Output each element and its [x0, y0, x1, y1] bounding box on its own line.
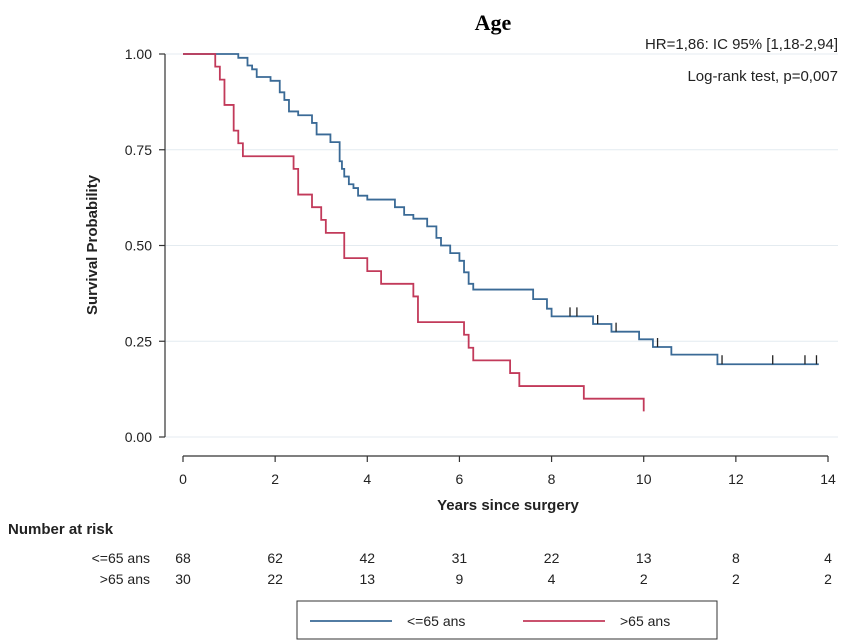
risk-table: <=65 ans 68 62 42 31 22 13 8 4>65 ans 30 22 13 9 4 2 2 2 [92, 550, 832, 587]
x-tick-label: 10 [636, 471, 652, 487]
risk-value: 68 [175, 550, 191, 566]
y-tick-label: 0.75 [125, 142, 152, 158]
x-tick-label: 14 [820, 471, 836, 487]
legend: <=65 ans >65 ans [296, 600, 718, 640]
legend-box [296, 600, 718, 640]
risk-value: 62 [267, 550, 283, 566]
y-tick-label: 1.00 [125, 46, 152, 62]
survival-curve-2 [183, 53, 645, 412]
y-tick-label: 0.25 [125, 333, 152, 349]
risk-value: 22 [267, 571, 283, 587]
risk-value: 2 [824, 571, 832, 587]
risk-value: 22 [544, 550, 560, 566]
x-axis-label: Years since surgery [437, 497, 579, 514]
y-axis-label: Survival Probability [84, 174, 101, 315]
risk-value: 4 [548, 571, 556, 587]
chart-title: Age [475, 10, 512, 35]
risk-value: 13 [636, 550, 652, 566]
y-tick-label: 0.50 [125, 238, 152, 254]
risk-value: 31 [452, 550, 468, 566]
risk-value: 9 [456, 571, 464, 587]
x-tick-label: 6 [456, 471, 464, 487]
x-axis: 0 2 4 6 8 10 12 14 [179, 455, 836, 487]
risk-value: 30 [175, 571, 191, 587]
risk-row-label: >65 ans [100, 571, 150, 587]
risk-table-title: Number at risk [8, 521, 114, 538]
legend-label-2: >65 ans [620, 613, 670, 629]
legend-label-1: <=65 ans [407, 613, 465, 629]
x-tick-label: 8 [548, 471, 556, 487]
risk-value: 4 [824, 550, 832, 566]
x-tick-label: 4 [363, 471, 371, 487]
risk-value: 2 [732, 571, 740, 587]
logrank-annotation: Log-rank test, p=0,007 [687, 68, 838, 85]
grid-lines [165, 53, 838, 438]
risk-value: 42 [359, 550, 375, 566]
risk-value: 2 [640, 571, 648, 587]
y-tick-label: 0.00 [125, 429, 152, 445]
x-tick-label: 0 [179, 471, 187, 487]
hr-annotation: HR=1,86: IC 95% [1,18-2,94] [645, 36, 838, 53]
survival-curve-1 [183, 53, 819, 366]
risk-value: 13 [359, 571, 375, 587]
x-tick-label: 2 [271, 471, 279, 487]
y-axis: 0.00 0.25 0.50 0.75 1.00 [125, 46, 166, 445]
risk-row-label: <=65 ans [92, 550, 150, 566]
x-tick-label: 12 [728, 471, 744, 487]
series-layer [183, 53, 819, 412]
risk-value: 8 [732, 550, 740, 566]
